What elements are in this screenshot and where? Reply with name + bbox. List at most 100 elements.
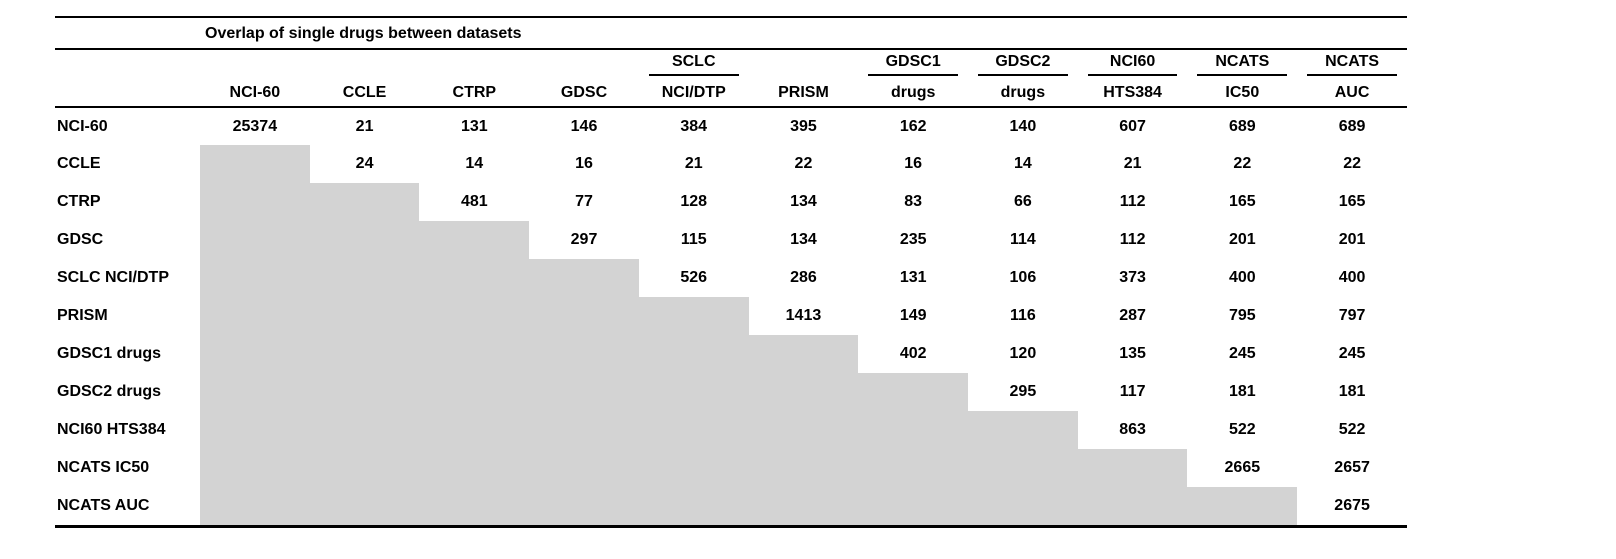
shaded-cell bbox=[968, 449, 1078, 487]
value-cell: 297 bbox=[570, 231, 598, 248]
value-cell: 134 bbox=[790, 193, 817, 210]
value-cell: 21 bbox=[355, 117, 374, 135]
row-label: NCATS AUC bbox=[57, 497, 150, 514]
column-group-label: GDSC2 bbox=[978, 53, 1068, 76]
shaded-cell bbox=[309, 487, 420, 525]
value-cell: 2665 bbox=[1224, 459, 1261, 476]
value-cell: 607 bbox=[1119, 117, 1146, 135]
shaded-cell bbox=[858, 449, 969, 487]
column-header: AUC bbox=[1297, 76, 1407, 108]
row-label: GDSC bbox=[57, 231, 104, 248]
value-cell: 83 bbox=[904, 193, 923, 210]
shaded-cell bbox=[200, 411, 310, 449]
value-cell: 400 bbox=[1338, 269, 1366, 286]
value-cell: 522 bbox=[1338, 421, 1366, 438]
column-group-header: SCLC bbox=[639, 50, 749, 76]
table-body: NCI-60 25374 21 131 146 384 395 162 140 607 689 689… bbox=[55, 107, 1407, 525]
shaded-cell bbox=[529, 411, 639, 449]
column-group-label: NCATS bbox=[1307, 53, 1397, 76]
value-cell: 115 bbox=[680, 231, 707, 248]
shaded-cell bbox=[309, 183, 420, 221]
value-cell: 201 bbox=[1338, 231, 1366, 248]
table-row: CCLE 24 14 16 21 22 16 14 21 22 22 bbox=[55, 145, 1407, 183]
table-header: SCLC GDSC1 GDSC2 NCI60 NCATS NCATS NCI-60 CCLE… bbox=[55, 50, 1407, 108]
column-group-header bbox=[529, 50, 639, 76]
value-cell: 863 bbox=[1119, 421, 1146, 438]
shaded-cell bbox=[529, 449, 639, 487]
column-group-header bbox=[310, 50, 420, 76]
column-group-header bbox=[200, 50, 310, 76]
row-label: NCI-60 bbox=[57, 117, 108, 135]
value-cell: 112 bbox=[1119, 231, 1146, 248]
shaded-cell bbox=[529, 487, 639, 525]
table-row: NCATS AUC 2675 bbox=[55, 487, 1407, 525]
value-cell: 384 bbox=[680, 117, 708, 135]
value-cell: 117 bbox=[1119, 383, 1146, 400]
shaded-cell bbox=[968, 487, 1078, 525]
column-header: drugs bbox=[858, 76, 969, 108]
shaded-cell bbox=[200, 145, 310, 183]
value-cell: 140 bbox=[1009, 117, 1037, 135]
row-label: SCLC NCI/DTP bbox=[57, 269, 169, 286]
shaded-cell bbox=[309, 335, 420, 373]
shaded-cell bbox=[1187, 487, 1298, 525]
value-cell: 795 bbox=[1228, 307, 1256, 324]
value-cell: 22 bbox=[794, 155, 813, 172]
shaded-cell bbox=[1077, 449, 1188, 487]
shaded-cell bbox=[419, 297, 530, 335]
value-cell: 1413 bbox=[785, 307, 822, 324]
column-header: NCI-60 bbox=[200, 76, 310, 108]
shaded-cell bbox=[419, 373, 530, 411]
column-group-header bbox=[419, 50, 529, 76]
column-header: GDSC bbox=[529, 76, 639, 108]
value-cell: 235 bbox=[899, 231, 927, 248]
table-row: PRISM 1413 149 116 287 795 797 bbox=[55, 297, 1407, 335]
shaded-cell bbox=[200, 335, 310, 373]
value-cell: 162 bbox=[899, 117, 927, 135]
shaded-cell bbox=[748, 373, 859, 411]
shaded-cell bbox=[200, 221, 310, 259]
value-cell: 373 bbox=[1119, 269, 1146, 286]
table-row: NCI60 HTS384 863 522 522 bbox=[55, 411, 1407, 449]
shaded-cell bbox=[638, 487, 749, 525]
value-cell: 146 bbox=[570, 117, 598, 135]
value-cell: 128 bbox=[680, 193, 708, 210]
shaded-cell bbox=[419, 487, 530, 525]
value-cell: 402 bbox=[899, 345, 927, 362]
shaded-cell bbox=[200, 449, 310, 487]
shaded-cell bbox=[200, 487, 310, 525]
column-group-label: NCATS bbox=[1197, 53, 1288, 76]
column-group-header: GDSC1 bbox=[858, 50, 968, 76]
corner-cell bbox=[55, 76, 200, 108]
shaded-cell bbox=[638, 297, 749, 335]
value-cell: 165 bbox=[1338, 193, 1366, 210]
value-cell: 14 bbox=[465, 155, 484, 172]
shaded-cell bbox=[529, 373, 639, 411]
value-cell: 2657 bbox=[1334, 459, 1370, 476]
value-cell: 526 bbox=[680, 269, 708, 286]
table-row: SCLC NCI/DTP 526 286 131 106 373 400 400 bbox=[55, 259, 1407, 297]
value-cell: 21 bbox=[1123, 155, 1142, 172]
value-cell: 181 bbox=[1228, 383, 1256, 400]
value-cell: 16 bbox=[904, 155, 923, 172]
shaded-cell bbox=[309, 449, 420, 487]
value-cell: 120 bbox=[1009, 345, 1037, 362]
shaded-cell bbox=[638, 411, 749, 449]
value-cell: 116 bbox=[1009, 307, 1036, 324]
shaded-cell bbox=[200, 259, 310, 297]
shaded-cell bbox=[1077, 487, 1188, 525]
shaded-cell bbox=[419, 259, 530, 297]
row-label: NCI60 HTS384 bbox=[57, 421, 166, 438]
column-header: drugs bbox=[968, 76, 1078, 108]
column-header: NCI/DTP bbox=[638, 76, 749, 108]
value-cell: 522 bbox=[1228, 421, 1256, 438]
shaded-cell bbox=[309, 259, 420, 297]
value-cell: 134 bbox=[790, 231, 817, 248]
shaded-cell bbox=[309, 221, 420, 259]
value-cell: 16 bbox=[575, 155, 593, 172]
table-row: NCATS IC50 2665 2657 bbox=[55, 449, 1407, 487]
shaded-cell bbox=[748, 411, 859, 449]
shaded-cell bbox=[638, 449, 749, 487]
shaded-cell bbox=[748, 449, 859, 487]
shaded-cell bbox=[200, 183, 310, 221]
